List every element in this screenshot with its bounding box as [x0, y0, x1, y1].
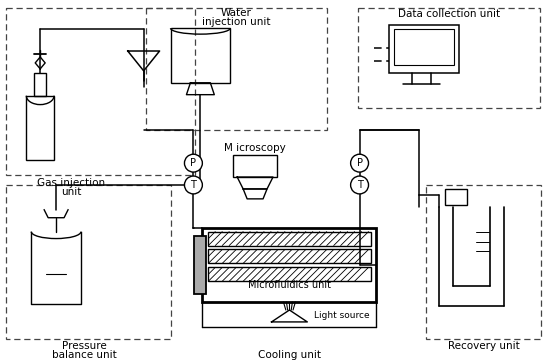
Bar	[426, 185, 541, 339]
Bar	[7, 185, 171, 339]
Text: T: T	[357, 180, 362, 190]
Bar	[203, 228, 377, 302]
Text: P: P	[191, 158, 197, 168]
Circle shape	[184, 176, 203, 194]
Text: unit: unit	[61, 187, 81, 197]
Text: Recovery unit: Recovery unit	[448, 341, 520, 351]
Text: Cooling unit: Cooling unit	[259, 350, 321, 360]
Text: Water: Water	[221, 8, 251, 18]
Text: M icroscopy: M icroscopy	[224, 143, 286, 153]
Bar	[7, 8, 195, 175]
Bar	[394, 29, 454, 65]
Circle shape	[351, 154, 368, 172]
Bar	[26, 96, 54, 160]
Bar	[171, 28, 230, 83]
Bar	[389, 25, 459, 73]
Bar	[445, 189, 467, 205]
Bar	[208, 249, 371, 264]
Text: P: P	[356, 158, 362, 168]
Text: Gas injection: Gas injection	[37, 178, 105, 188]
Bar	[34, 73, 46, 96]
Bar	[208, 232, 371, 245]
Bar	[357, 8, 540, 108]
Bar	[145, 8, 327, 130]
Bar	[208, 267, 371, 281]
Text: injection unit: injection unit	[202, 17, 271, 27]
Text: Light source: Light source	[314, 312, 370, 320]
Bar	[194, 236, 206, 294]
Text: Pressure: Pressure	[61, 341, 107, 351]
Circle shape	[351, 176, 368, 194]
Text: Microfluidics unit: Microfluidics unit	[248, 280, 331, 290]
Bar	[233, 155, 277, 177]
Text: balance unit: balance unit	[52, 350, 116, 360]
Text: T: T	[191, 180, 197, 190]
Circle shape	[184, 154, 203, 172]
Text: Data collection unit: Data collection unit	[398, 9, 500, 19]
